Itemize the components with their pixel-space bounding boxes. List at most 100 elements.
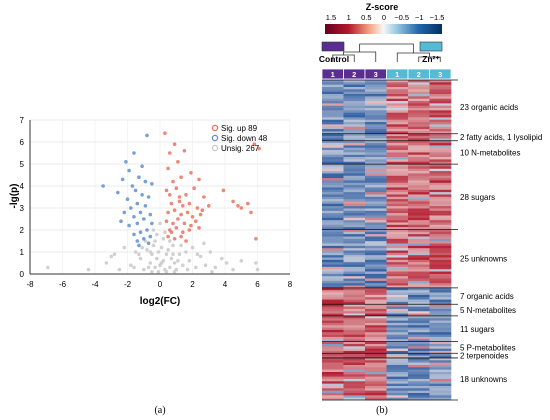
heatmap-cell (365, 194, 387, 198)
heatmap-cell (429, 201, 452, 205)
heatmap-cell (343, 362, 366, 366)
heatmap-cell (322, 143, 344, 146)
heatmap-cell (322, 192, 344, 195)
x-tick-label: 4 (223, 280, 228, 289)
heatmap-cell (429, 371, 452, 375)
data-point (181, 230, 185, 234)
heatmap-cell (365, 397, 387, 401)
data-point (159, 245, 164, 250)
heatmap-cell (408, 278, 430, 282)
heatmap-cell (429, 196, 452, 200)
heatmap-cell (408, 82, 430, 85)
heatmap-cell (365, 229, 387, 233)
heatmap-cell (322, 250, 344, 254)
heatmap-cell (365, 257, 387, 261)
data-point (169, 230, 174, 234)
heatmap-cell (322, 245, 344, 249)
heatmap-cell (365, 367, 387, 370)
data-point (109, 254, 114, 259)
heatmap-cell (322, 241, 344, 244)
heatmap-cell (429, 215, 452, 219)
heatmap-cell (322, 290, 344, 293)
heatmap-cell (429, 124, 452, 128)
column-dendrogram (332, 43, 441, 62)
heatmap-cell (322, 105, 344, 109)
data-point (132, 151, 136, 155)
heatmap-cell (322, 392, 344, 396)
heatmap-cell (429, 350, 452, 354)
heatmap-cell (429, 313, 452, 317)
data-point (239, 206, 244, 210)
heatmap-cell (322, 227, 344, 230)
heatmap-cell (343, 108, 366, 111)
colorbar-tick-label: 1 (347, 13, 351, 22)
data-point (163, 131, 167, 135)
heatmap-cell (365, 357, 387, 361)
heatmap-cell (408, 376, 430, 380)
heatmap-cell (429, 320, 452, 324)
heatmap-cell (408, 280, 430, 284)
heatmap-cell (343, 87, 366, 90)
heatmap-cell (343, 299, 366, 303)
heatmap-cell (365, 154, 387, 158)
heatmap-cell (429, 236, 452, 240)
panel-b-caption: (b) (376, 405, 388, 416)
heatmap-cell (408, 355, 430, 359)
heatmap-cell (429, 145, 452, 149)
heatmap-cell (386, 266, 409, 270)
heatmap-cell (322, 313, 344, 317)
heatmap-cell (408, 292, 430, 296)
heatmap-cell (343, 182, 366, 186)
data-point (171, 179, 175, 184)
data-point (179, 234, 183, 239)
heatmap-cell (322, 108, 344, 111)
data-point (197, 177, 201, 182)
heatmap-cell (386, 210, 409, 214)
heatmap-cell (343, 245, 366, 249)
heatmap-cell (343, 259, 366, 263)
heatmap-cell (386, 350, 409, 354)
data-point (164, 219, 169, 223)
data-point (164, 252, 169, 256)
heatmap-cell (365, 122, 387, 125)
heatmap-cell (429, 103, 452, 106)
heatmap-cell (322, 350, 344, 354)
heatmap-cell (343, 332, 366, 335)
heatmap-cell (429, 115, 452, 118)
data-point (177, 252, 182, 256)
heatmap-cell (365, 103, 387, 106)
data-point (135, 201, 140, 206)
heatmap-cell (408, 318, 430, 321)
heatmap-cell (365, 199, 387, 202)
data-point (169, 256, 174, 261)
heatmap-cell (343, 308, 366, 312)
heatmap-cell (365, 369, 387, 373)
heatmap-cell (365, 238, 387, 242)
heatmap-cell (322, 159, 344, 163)
heatmap-cell (322, 348, 344, 352)
data-point (190, 215, 195, 219)
heatmap-cell (408, 294, 430, 298)
data-point (146, 265, 151, 270)
heatmap-cell (322, 376, 344, 380)
group-labels: Control Zn²⁺ (319, 41, 443, 64)
row-block-label: 2 fatty acids, 1 lysolipid (460, 133, 542, 142)
heatmap-cell (365, 140, 387, 144)
heatmap-cell (386, 292, 409, 296)
heatmap-cell (408, 152, 430, 156)
heatmap-cell (322, 369, 344, 373)
heatmap-cell (322, 171, 344, 174)
heatmap-cell (322, 262, 344, 265)
heatmap-cell (386, 297, 409, 300)
data-point (254, 261, 258, 265)
colorbar-tick-label: 0 (382, 13, 386, 22)
column-header-label: 2 (352, 70, 356, 79)
heatmap-cell (408, 383, 430, 387)
heatmap-cell (408, 250, 430, 254)
x-tick-label: -4 (91, 280, 99, 289)
heatmap-cell (386, 306, 409, 310)
heatmap-cell (365, 101, 387, 104)
heatmap-cell (343, 159, 366, 163)
heatmap-cell (408, 255, 430, 258)
heatmap-cell (343, 290, 366, 293)
